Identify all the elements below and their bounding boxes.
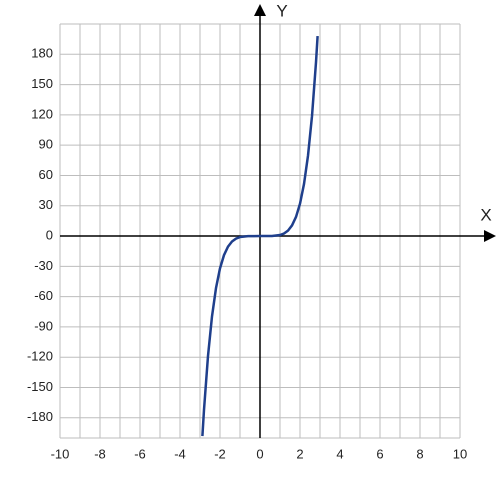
y-tick-label: 30 [39, 197, 53, 212]
y-axis-arrow [254, 4, 266, 16]
x-tick-label: 6 [376, 446, 383, 461]
y-tick-label: 0 [46, 227, 53, 242]
x-axis-arrow [484, 230, 496, 243]
x-tick-label: -8 [94, 446, 106, 461]
y-tick-label: 60 [39, 167, 53, 182]
y-axis-label: Y [276, 1, 287, 20]
x-tick-label: -10 [51, 446, 70, 461]
x-tick-label: 4 [336, 446, 343, 461]
x-tick-label: -2 [214, 446, 226, 461]
x-tick-label: 10 [453, 446, 467, 461]
y-tick-label: 180 [31, 46, 53, 61]
y-tick-label: -60 [34, 288, 53, 303]
x-tick-label: -6 [134, 446, 146, 461]
x-tick-label: -4 [174, 446, 186, 461]
y-tick-label: -90 [34, 318, 53, 333]
y-tick-label: -180 [27, 409, 53, 424]
y-tick-label: 90 [39, 137, 53, 152]
x-tick-label: 2 [296, 446, 303, 461]
x-tick-label: 8 [416, 446, 423, 461]
y-tick-label: -30 [34, 258, 53, 273]
y-tick-label: -120 [27, 349, 53, 364]
x-axis-label: X [480, 205, 491, 224]
y-tick-label: -150 [27, 379, 53, 394]
x-tick-label: 0 [256, 446, 263, 461]
curve [201, 35, 319, 437]
y-tick-label: 120 [31, 106, 53, 121]
y-tick-label: 150 [31, 76, 53, 91]
